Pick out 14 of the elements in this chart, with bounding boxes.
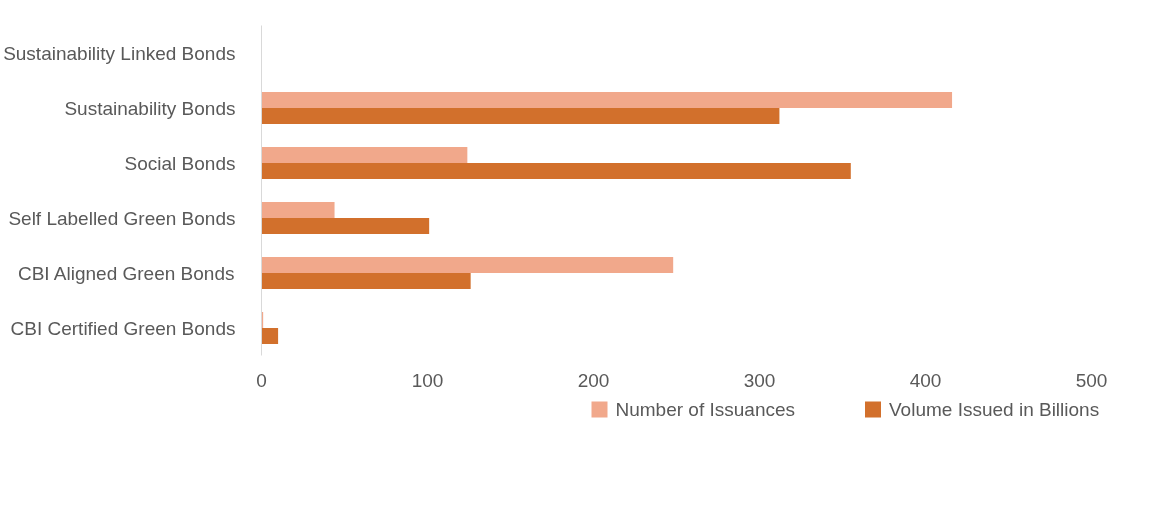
y-tick-label: CBI Certified Green Bonds <box>10 317 236 339</box>
y-tick-label: CBI Aligned Green Bonds <box>17 262 235 284</box>
legend-label: Number of Issuances <box>615 399 796 420</box>
x-tick-label: 100 <box>411 369 444 391</box>
x-tick-label: 200 <box>577 369 610 391</box>
y-tick-label: Self Labelled Green Bonds <box>8 207 236 229</box>
y-tick-label: Sustainability Linked Bonds <box>3 42 236 64</box>
x-tick-label: 500 <box>1075 369 1108 391</box>
y-tick-label: Social Bonds <box>124 152 236 174</box>
y-tick-label: Sustainability Bonds <box>64 97 236 119</box>
legend-label: Volume Issued in Billions <box>889 399 1100 420</box>
x-tick-label: 400 <box>909 369 942 391</box>
x-tick-label: 0 <box>256 369 267 391</box>
x-tick-label: 300 <box>743 369 776 391</box>
